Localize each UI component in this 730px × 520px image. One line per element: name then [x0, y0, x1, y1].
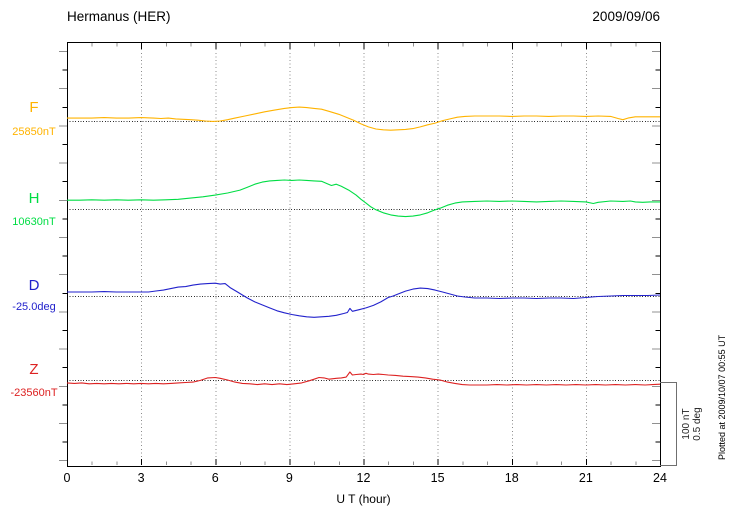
component-label-h: H — [28, 190, 40, 207]
hour-ticks — [91, 43, 637, 465]
component-value-z: -23560nT — [10, 387, 58, 399]
date-label: 2009/09/06 — [592, 9, 660, 24]
x-tick-label: 24 — [653, 471, 667, 485]
scale-bar-nt-label: 100 nT — [681, 408, 692, 440]
x-tick-label: 21 — [578, 471, 593, 485]
x-axis-title: U T (hour) — [336, 492, 391, 506]
component-value-h: 10630nT — [12, 216, 56, 228]
station-title: Hermanus (HER) — [67, 9, 171, 24]
trace-f — [67, 106, 660, 131]
x-tick-label: 6 — [211, 471, 219, 485]
plotted-at-note: Plotted at 2009/10/07 00:55 UT — [717, 334, 727, 460]
component-value-d: -25.0deg — [12, 301, 56, 313]
x-tick-label: 9 — [285, 471, 293, 485]
side-ticks — [59, 51, 660, 462]
scale-bar-label: 100 nT 0.5 deg — [681, 382, 705, 466]
scale-bar-deg-label: 0.5 deg — [692, 407, 703, 441]
component-label-f: F — [29, 99, 39, 116]
trace-z — [66, 371, 661, 386]
x-tick-label: 0 — [63, 471, 71, 485]
x-tick-label: 3 — [137, 471, 145, 485]
plot-frame — [67, 42, 661, 467]
trace-h — [67, 179, 660, 218]
component-label-d: D — [28, 277, 40, 294]
baselines — [67, 121, 660, 381]
trace-d — [67, 282, 661, 318]
component-label-z: Z — [29, 361, 39, 378]
component-value-f: 25850nT — [12, 126, 56, 138]
x-tick-label: 12 — [356, 471, 371, 485]
x-tick-label: 15 — [430, 471, 445, 485]
x-tick-label: 18 — [504, 471, 519, 485]
scale-bar — [660, 381, 678, 467]
gridlines — [141, 42, 587, 466]
traces — [66, 106, 661, 386]
